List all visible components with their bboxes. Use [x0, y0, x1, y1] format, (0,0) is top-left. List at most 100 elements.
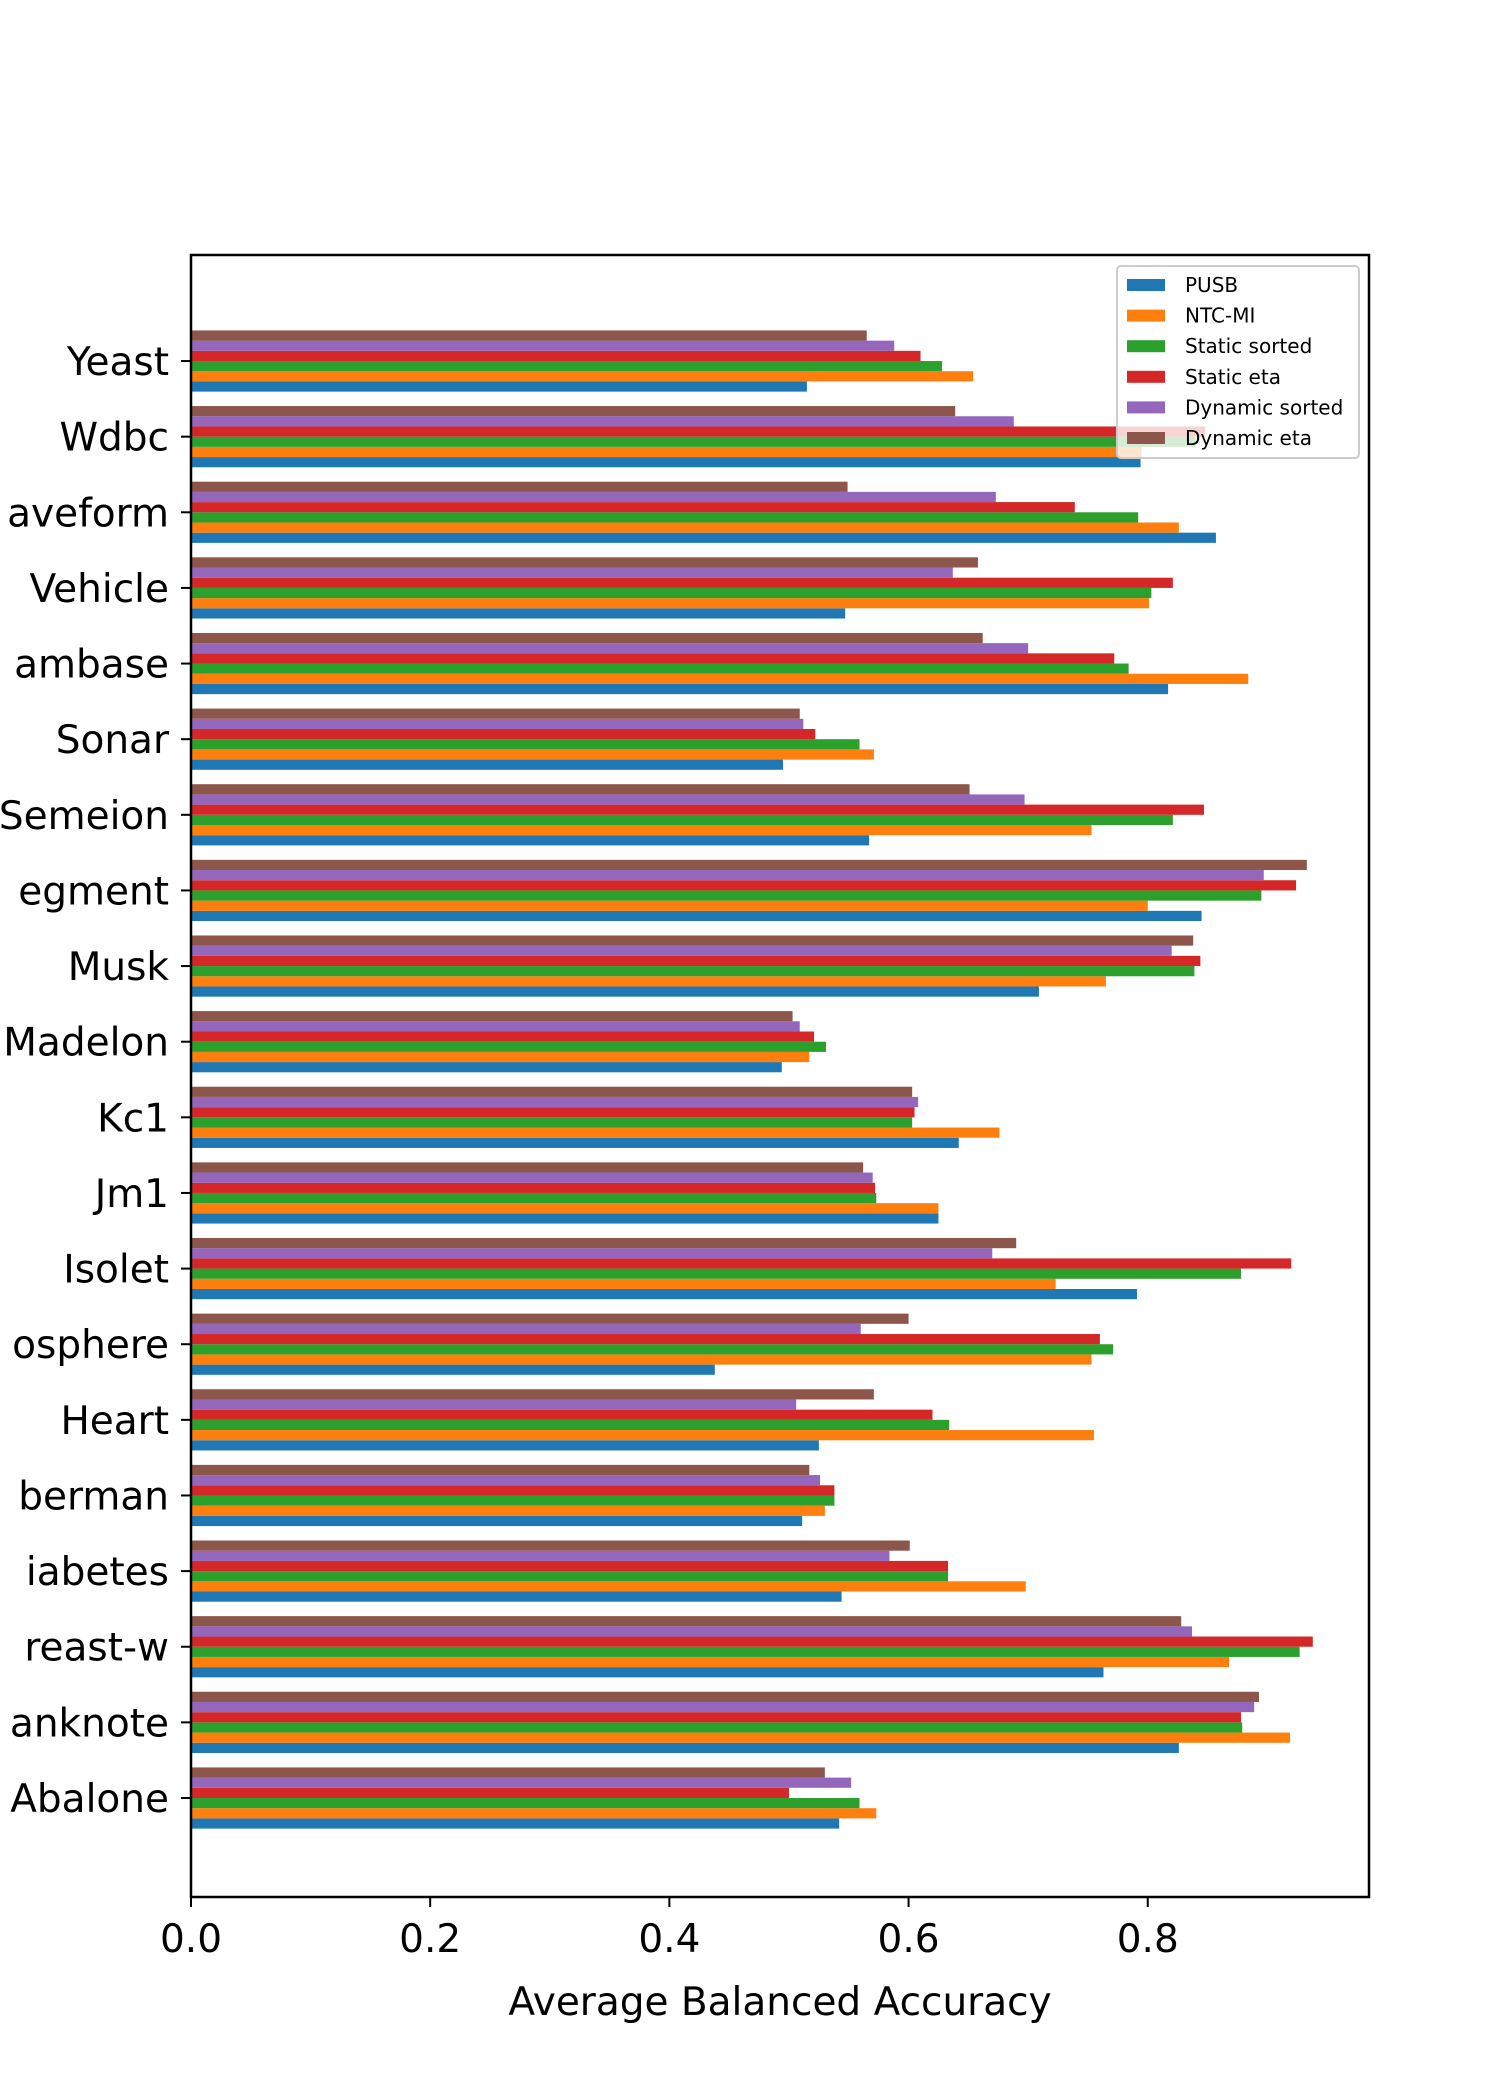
bar-musk-static-eta [191, 955, 1201, 967]
legend-label: Static sorted [1185, 334, 1312, 358]
x-tick-label: 0.6 [878, 1917, 940, 1962]
legend-swatch [1127, 401, 1165, 414]
bar-diabetes-ntc-mi [191, 1581, 1026, 1592]
bar-waveform-dynamic-sorted [191, 491, 996, 503]
bar-isolet-ntc-mi [191, 1278, 1056, 1289]
bar-madelon-pusb [191, 1062, 782, 1073]
bar-haberman-pusb [191, 1515, 803, 1527]
bar-semeion-dynamic-eta [191, 784, 970, 795]
bar-vehicle-pusb [191, 608, 846, 619]
bar-haberman-ntc-mi [191, 1505, 825, 1516]
bar-diabetes-static-sorted [191, 1571, 949, 1582]
x-tick-label: 0.2 [399, 1917, 461, 1962]
y-tick-label: Jm1 [92, 1172, 169, 1217]
y-tick-label: Heart [60, 1399, 169, 1444]
bar-breast-w-static-eta [191, 1636, 1313, 1647]
bar-vehicle-ntc-mi [191, 598, 1149, 609]
y-tick-label: egment [18, 869, 169, 914]
bar-spambase-static-sorted [191, 663, 1129, 674]
bar-segment-dynamic-sorted [191, 870, 1264, 881]
bar-musk-dynamic-sorted [191, 945, 1172, 956]
bar-madelon-static-sorted [191, 1041, 827, 1052]
bar-abalone-ntc-mi [191, 1808, 877, 1819]
y-tick-label: Wdbc [59, 416, 169, 461]
bar-abalone-pusb [191, 1818, 840, 1829]
bar-isolet-dynamic-eta [191, 1237, 1017, 1249]
legend-swatch [1127, 370, 1165, 383]
bar-segment-static-sorted [191, 890, 1262, 901]
y-tick-label: reast-w [24, 1626, 169, 1671]
legend-swatch [1127, 340, 1165, 353]
bar-segment-pusb [191, 910, 1202, 922]
bar-kc1-static-eta [191, 1107, 915, 1118]
bar-ionosphere-dynamic-eta [191, 1313, 909, 1324]
bar-vehicle-dynamic-sorted [191, 567, 953, 578]
bar-kc1-ntc-mi [191, 1127, 1000, 1138]
y-tick-label: Semeion [0, 794, 169, 839]
bar-yeast-static-eta [191, 350, 921, 362]
bar-wdbc-dynamic-sorted [191, 416, 1014, 427]
bar-breast-w-static-sorted [191, 1646, 1300, 1657]
bar-wdbc-dynamic-eta [191, 406, 956, 417]
bar-jm1-static-eta [191, 1182, 876, 1193]
bar-spambase-static-eta [191, 653, 1115, 664]
bar-banknote-dynamic-sorted [191, 1701, 1255, 1713]
bar-heart-static-sorted [191, 1419, 950, 1431]
bar-wdbc-pusb [191, 457, 1141, 468]
bar-heart-dynamic-sorted [191, 1399, 797, 1410]
bar-musk-pusb [191, 986, 1039, 997]
bar-isolet-static-sorted [191, 1268, 1242, 1279]
bar-haberman-static-eta [191, 1485, 835, 1496]
x-tick-label: 0.8 [1117, 1917, 1179, 1962]
x-tick-label: 0.4 [638, 1917, 700, 1962]
y-tick-label: Sonar [56, 718, 170, 763]
y-tick-label: Kc1 [97, 1096, 169, 1141]
bar-vehicle-static-sorted [191, 587, 1152, 599]
bar-musk-static-sorted [191, 966, 1195, 977]
bar-vehicle-static-eta [191, 577, 1173, 588]
y-tick-label: Musk [68, 945, 170, 990]
plot-frame [189, 253, 1371, 1899]
bar-segment-dynamic-eta [191, 859, 1307, 871]
bar-breast-w-dynamic-eta [191, 1616, 1182, 1627]
bar-jm1-dynamic-eta [191, 1162, 864, 1173]
bar-sonar-dynamic-sorted [191, 718, 804, 729]
bar-isolet-pusb [191, 1288, 1137, 1300]
legend-label: Dynamic eta [1185, 426, 1312, 450]
bars-group [191, 330, 1313, 1829]
bar-jm1-dynamic-sorted [191, 1172, 873, 1183]
bar-semeion-pusb [191, 835, 870, 846]
legend-box [1116, 265, 1360, 459]
bar-diabetes-dynamic-sorted [191, 1550, 890, 1561]
legend-label: Dynamic sorted [1185, 395, 1343, 419]
y-axis: Abalone anknote reast-w iabetes berman Heart o… [0, 340, 191, 1822]
y-tick-label: Vehicle [30, 567, 169, 612]
bar-semeion-ntc-mi [191, 825, 1092, 836]
y-tick-label: aveform [7, 491, 169, 536]
bar-isolet-dynamic-sorted [191, 1248, 993, 1259]
bar-wdbc-static-sorted [191, 436, 1196, 447]
bar-ionosphere-pusb [191, 1364, 715, 1375]
bar-haberman-dynamic-eta [191, 1464, 810, 1476]
bar-ionosphere-static-eta [191, 1334, 1100, 1345]
bar-musk-dynamic-eta [191, 935, 1194, 946]
bar-breast-w-dynamic-sorted [191, 1626, 1192, 1637]
bar-segment-static-eta [191, 880, 1297, 891]
bar-banknote-pusb [191, 1742, 1179, 1753]
legend-swatch [1127, 309, 1165, 322]
bar-wdbc-ntc-mi [191, 446, 1142, 458]
bar-haberman-static-sorted [191, 1495, 835, 1506]
bar-spambase-dynamic-eta [191, 632, 983, 644]
bar-kc1-dynamic-sorted [191, 1096, 919, 1108]
bar-madelon-ntc-mi [191, 1051, 810, 1063]
bar-jm1-static-sorted [191, 1192, 877, 1204]
bar-kc1-static-sorted [191, 1117, 913, 1128]
bar-heart-static-eta [191, 1409, 933, 1420]
bar-waveform-ntc-mi [191, 522, 1179, 533]
bar-sonar-pusb [191, 759, 783, 770]
bar-segment-ntc-mi [191, 900, 1148, 911]
bar-waveform-pusb [191, 532, 1216, 543]
bar-ionosphere-ntc-mi [191, 1354, 1092, 1365]
bar-spambase-pusb [191, 683, 1169, 695]
bar-kc1-dynamic-eta [191, 1086, 913, 1097]
